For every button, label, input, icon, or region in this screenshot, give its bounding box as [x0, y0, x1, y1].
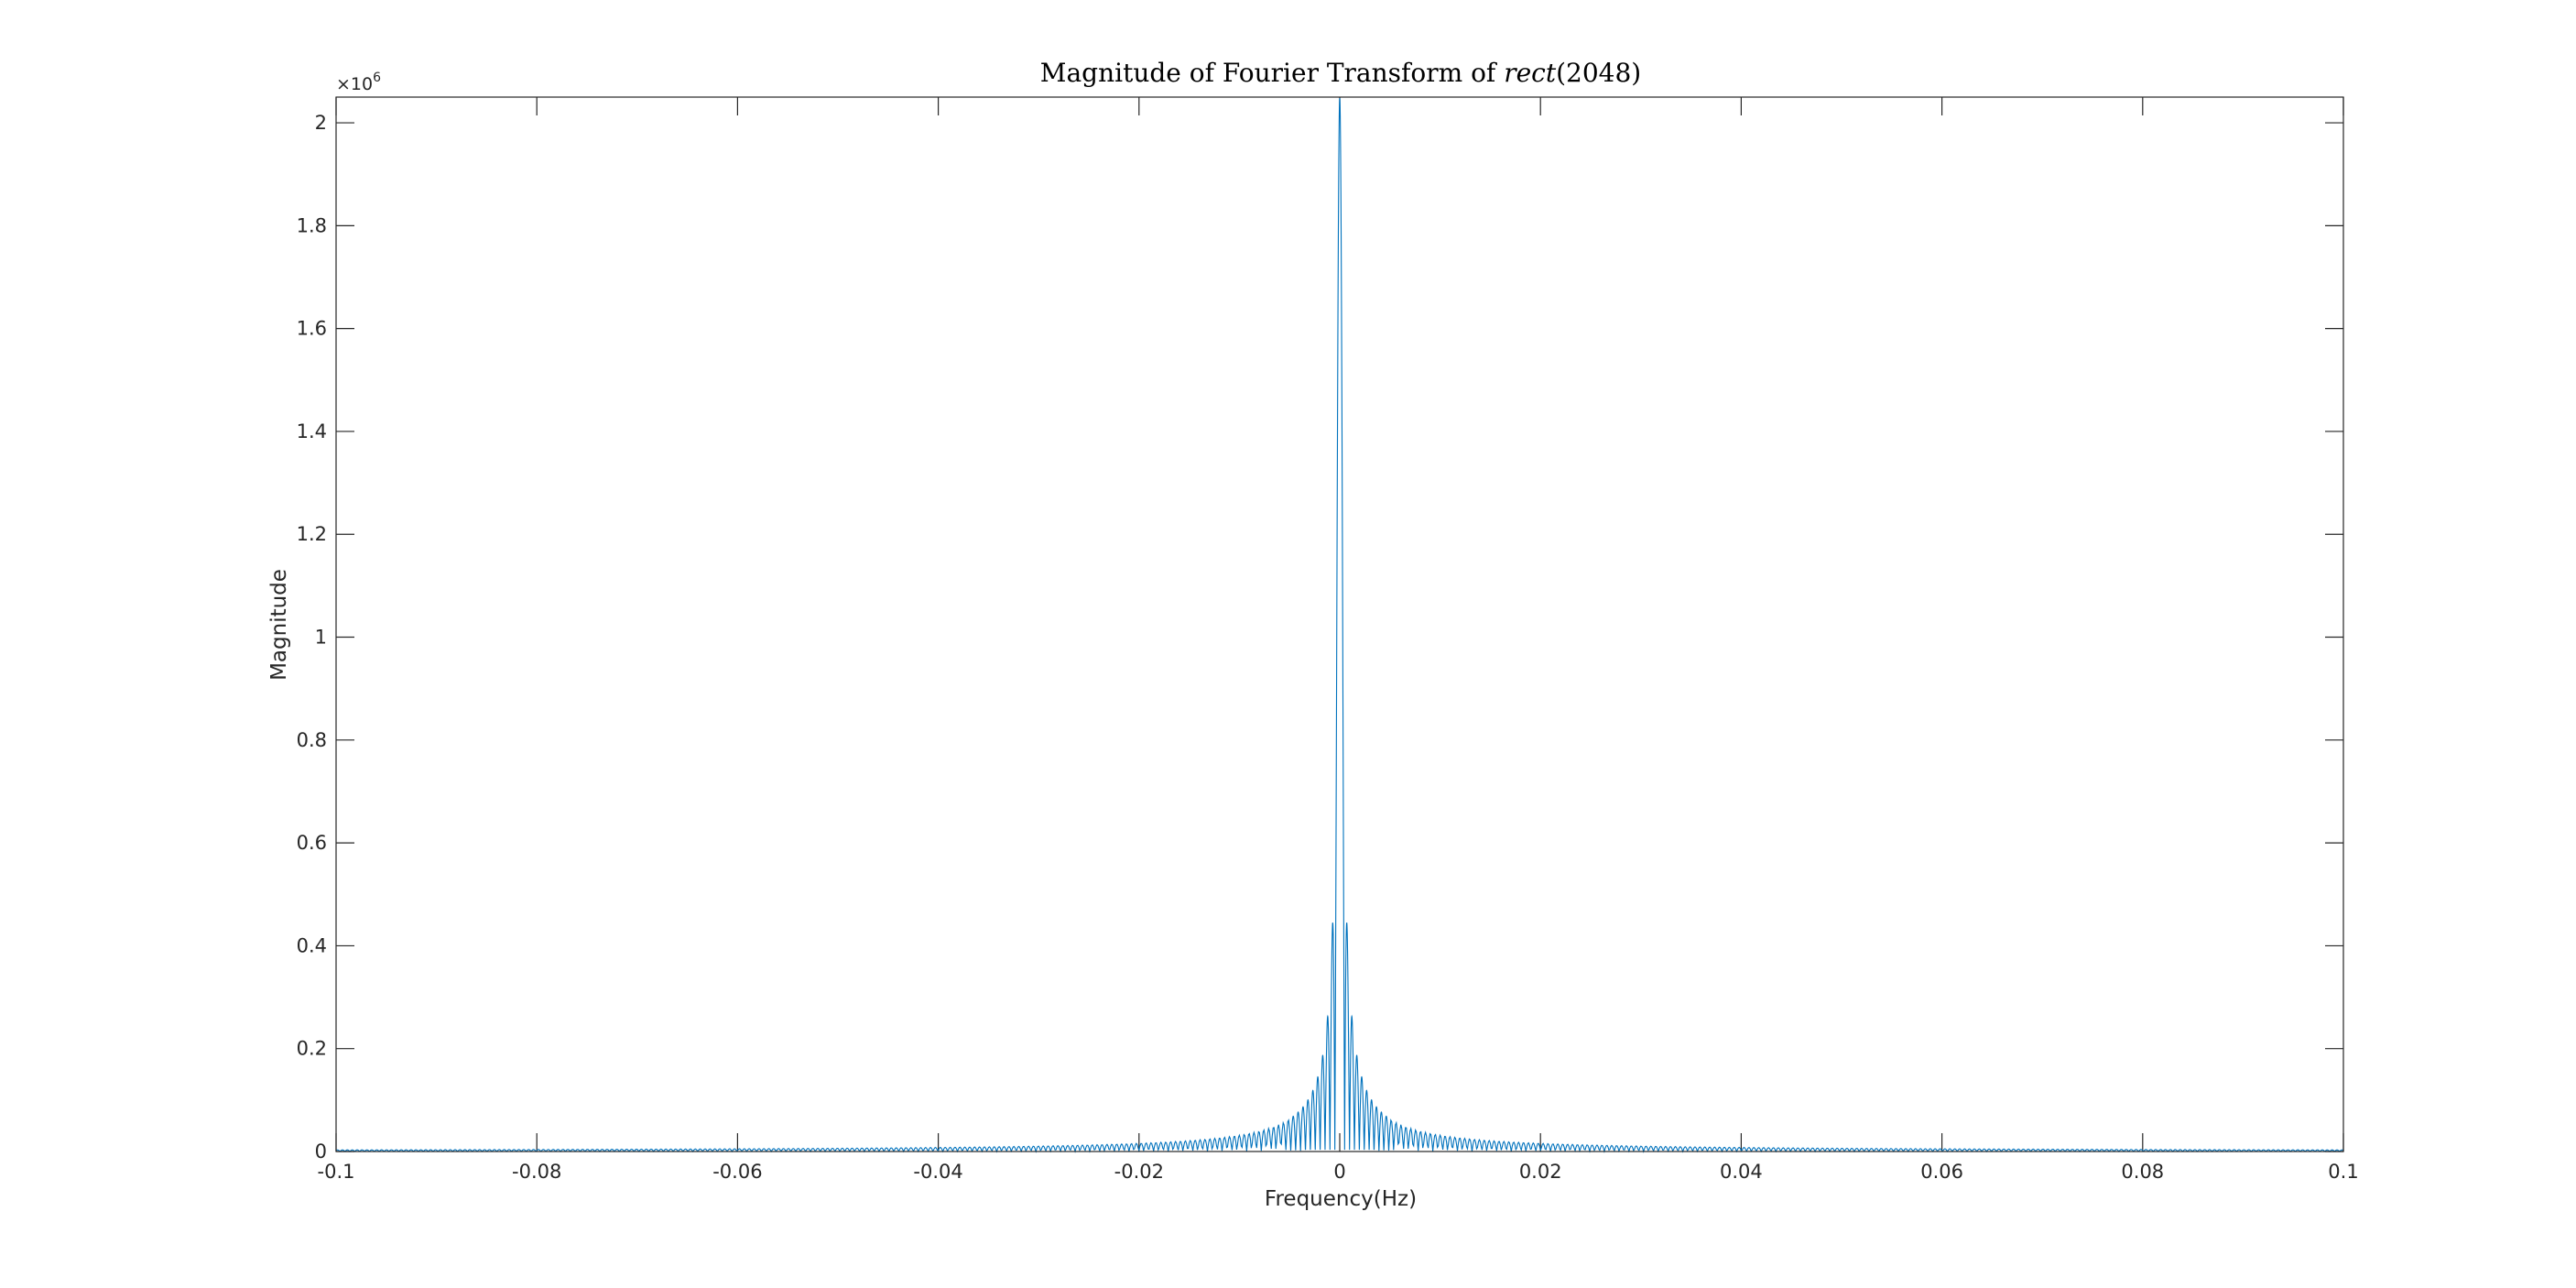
y-tick-label: 1.8 — [297, 214, 327, 236]
y-tick-label: 1.2 — [297, 523, 327, 545]
x-tick-label: -0.08 — [512, 1161, 561, 1183]
chart-title-math: rect — [1504, 58, 1557, 88]
x-tick-label: 0.04 — [1720, 1161, 1763, 1183]
x-axis-label: Frequency(Hz) — [1265, 1187, 1417, 1211]
series-layer — [335, 98, 2344, 1153]
y-tick-labels: 0 0.2 0.4 0.6 0.8 1 1.2 1.4 1.6 1.8 2 — [297, 112, 327, 1162]
x-tick-label: -0.02 — [1114, 1161, 1164, 1183]
chart-title-arg: (2048) — [1556, 58, 1641, 88]
magnitude-series-line — [335, 98, 2344, 1153]
x-tick-label: -0.06 — [712, 1161, 762, 1183]
axes-box — [335, 96, 2344, 1152]
chart-title: Magnitude of Fourier Transform of rect(2… — [1040, 58, 1641, 88]
x-tick-label: -0.04 — [913, 1161, 962, 1183]
x-tick-label: 0.1 — [2328, 1161, 2358, 1183]
y-tick-label: 1.6 — [297, 318, 327, 340]
y-tick-label: 0.8 — [297, 729, 327, 751]
y-tick-label: 0.6 — [297, 832, 327, 854]
y-tick-label: 0.4 — [297, 934, 327, 956]
x-tick-label: 0.08 — [2121, 1161, 2164, 1183]
x-tick-label: 0.06 — [1920, 1161, 1963, 1183]
axes-background — [336, 97, 2343, 1152]
y-axis-label: Magnitude — [267, 569, 291, 681]
y-axis-exponent: ×106 — [336, 71, 381, 94]
y-tick-label: 1.4 — [297, 420, 327, 442]
y-tick-label: 0 — [315, 1141, 327, 1162]
x-tick-labels: -0.1 -0.08 -0.06 -0.04 -0.02 0 0.02 0.04 0.06 0.0… — [318, 1161, 2359, 1183]
y-tick-label: 2 — [315, 112, 327, 134]
y-tick-label: 0.2 — [297, 1038, 327, 1060]
plot-area — [335, 96, 2344, 1153]
y-tick-label: 1 — [315, 627, 327, 649]
x-tick-label: 0 — [1333, 1161, 1345, 1183]
x-tick-label: 0.02 — [1519, 1161, 1562, 1183]
x-tick-label: -0.1 — [318, 1161, 355, 1183]
